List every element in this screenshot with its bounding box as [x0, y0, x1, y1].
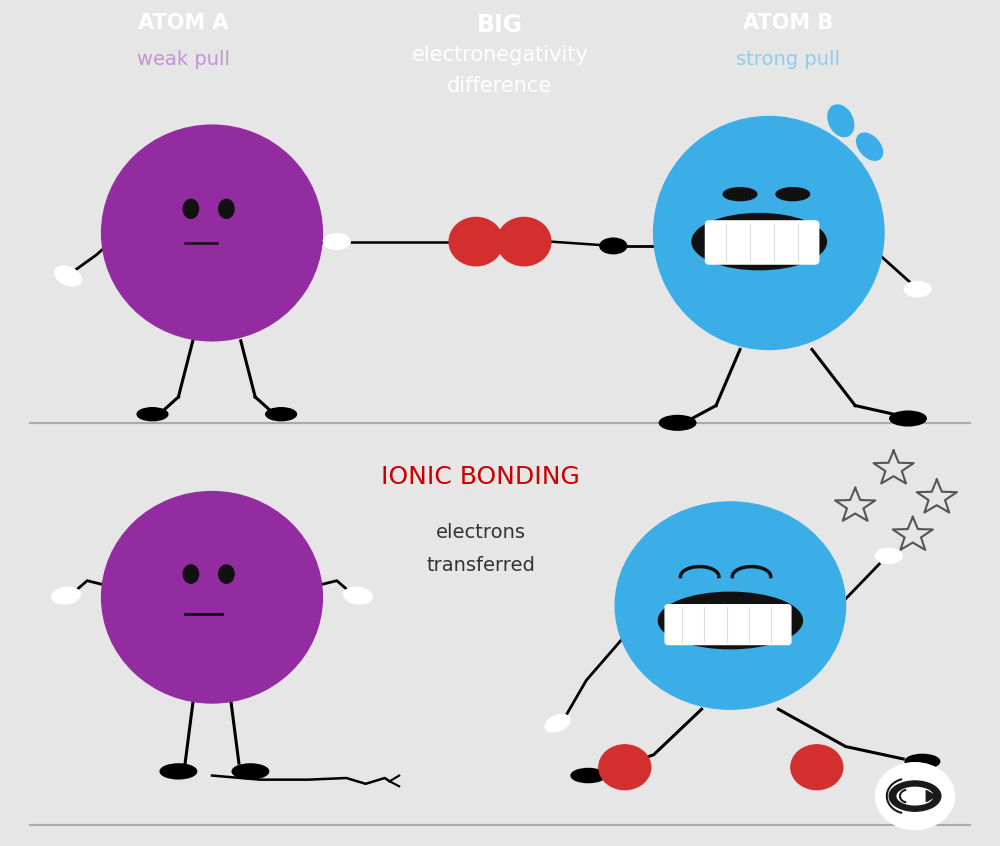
Text: electronegativity: electronegativity: [412, 45, 588, 65]
Text: difference: difference: [447, 76, 553, 96]
Ellipse shape: [183, 200, 199, 218]
Ellipse shape: [905, 755, 940, 768]
Ellipse shape: [323, 233, 350, 250]
Ellipse shape: [692, 213, 826, 270]
Circle shape: [791, 744, 843, 789]
Ellipse shape: [160, 764, 197, 779]
Text: BIG: BIG: [477, 13, 523, 37]
Ellipse shape: [219, 565, 234, 583]
Ellipse shape: [723, 188, 757, 201]
Ellipse shape: [571, 768, 606, 783]
Ellipse shape: [857, 133, 883, 160]
Circle shape: [497, 217, 551, 266]
Ellipse shape: [904, 282, 931, 297]
Ellipse shape: [659, 415, 696, 430]
Polygon shape: [926, 790, 936, 802]
Circle shape: [599, 744, 651, 789]
Ellipse shape: [344, 587, 372, 604]
Text: weak pull: weak pull: [137, 50, 230, 69]
Text: transferred: transferred: [426, 556, 535, 574]
Ellipse shape: [828, 105, 854, 137]
Ellipse shape: [890, 411, 926, 426]
Ellipse shape: [889, 781, 941, 811]
Ellipse shape: [232, 764, 269, 779]
FancyBboxPatch shape: [705, 221, 819, 264]
Ellipse shape: [102, 492, 322, 703]
Ellipse shape: [183, 565, 199, 583]
Ellipse shape: [52, 587, 80, 604]
Text: strong pull: strong pull: [736, 50, 840, 69]
Ellipse shape: [137, 408, 168, 420]
Ellipse shape: [55, 266, 81, 286]
Ellipse shape: [266, 408, 296, 420]
Text: electrons: electrons: [436, 523, 526, 541]
Text: IONIC BONDING: IONIC BONDING: [381, 464, 580, 489]
Text: ATOM B: ATOM B: [743, 13, 833, 33]
Ellipse shape: [875, 548, 902, 563]
Circle shape: [876, 763, 954, 829]
Ellipse shape: [219, 200, 234, 218]
Ellipse shape: [600, 239, 627, 254]
Text: ATOM A: ATOM A: [138, 13, 228, 33]
Ellipse shape: [897, 788, 933, 805]
Ellipse shape: [615, 502, 846, 709]
Circle shape: [449, 217, 503, 266]
Ellipse shape: [658, 592, 802, 649]
Ellipse shape: [654, 117, 884, 349]
Ellipse shape: [545, 715, 570, 732]
Ellipse shape: [102, 125, 322, 341]
FancyBboxPatch shape: [665, 605, 791, 645]
Ellipse shape: [776, 188, 810, 201]
